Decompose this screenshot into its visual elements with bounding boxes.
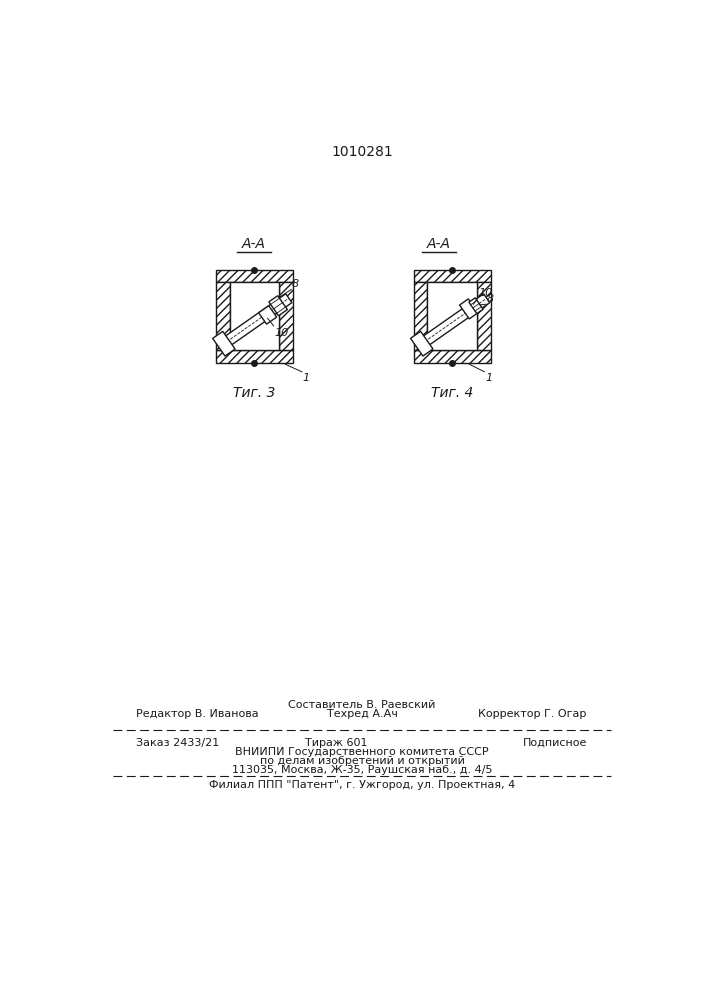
Text: 8: 8 [487,294,494,304]
Polygon shape [414,294,490,351]
Bar [414,270,491,282]
Bar [414,282,428,350]
Polygon shape [216,294,292,351]
Text: A-A: A-A [243,237,266,251]
Text: Редактор В. Иванова: Редактор В. Иванова [136,709,259,719]
Text: Корректор Г. Огар: Корректор Г. Огар [479,709,587,719]
Text: 10: 10 [478,288,492,298]
Text: Τиг. 3: Τиг. 3 [233,386,275,400]
Text: 10: 10 [274,328,288,338]
Bar [216,350,293,363]
Bar [216,350,293,363]
Bar [230,282,279,350]
Text: Техред А.Ач: Техред А.Ач [327,709,397,719]
Bar [428,282,477,350]
Text: по делам изобретений и открытий: по делам изобретений и открытий [259,756,464,766]
Text: ВНИИПИ Государственного комитета СССР: ВНИИПИ Государственного комитета СССР [235,747,489,757]
Text: Заказ 2433/21: Заказ 2433/21 [136,738,220,748]
Text: Τиг. 4: Τиг. 4 [431,386,473,400]
Bar [414,350,491,363]
Bar [414,350,491,363]
Polygon shape [460,299,478,319]
Text: 1: 1 [303,373,310,383]
Text: 1: 1 [485,373,492,383]
Text: Филиал ППП "Патент", г. Ужгород, ул. Проектная, 4: Филиал ППП "Патент", г. Ужгород, ул. Про… [209,780,515,790]
Polygon shape [411,331,433,356]
Bar [230,282,279,350]
Text: Подписное: Подписное [522,738,587,748]
Text: Тираж 601: Тираж 601 [305,738,368,748]
Bar [216,282,230,350]
Bar [414,282,428,350]
Text: 1010281: 1010281 [331,145,393,159]
Bar [279,282,293,350]
Bar [414,270,491,282]
Polygon shape [213,331,235,356]
Bar [279,282,293,350]
Bar [216,270,293,282]
Polygon shape [269,296,287,316]
Bar [428,282,477,350]
Text: A-A: A-A [427,237,451,251]
Text: 113035, Москва, Ж-35, Раушская наб., д. 4/5: 113035, Москва, Ж-35, Раушская наб., д. … [232,765,492,775]
Polygon shape [469,298,483,314]
Text: Составитель В. Раевский: Составитель В. Раевский [288,700,436,710]
Polygon shape [259,306,276,324]
Bar [216,282,230,350]
Bar [477,282,491,350]
Bar [477,282,491,350]
Text: 8: 8 [292,279,299,289]
Bar [216,270,293,282]
